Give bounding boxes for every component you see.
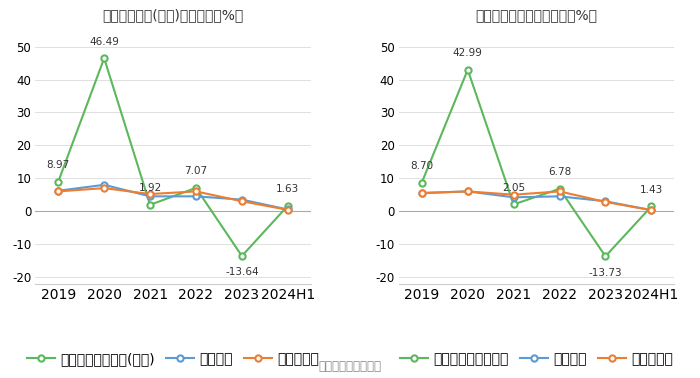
行业中位数 — [463, 189, 472, 194]
Text: 8.70: 8.70 — [410, 161, 433, 171]
Line: 公司净资产收益率(加权): 公司净资产收益率(加权) — [55, 55, 291, 259]
Line: 公司投入资本回报率: 公司投入资本回报率 — [419, 67, 654, 259]
行业均值 — [100, 183, 108, 187]
行业均值 — [555, 194, 564, 198]
行业均值 — [54, 189, 62, 193]
行业中位数 — [192, 189, 200, 194]
行业中位数 — [146, 192, 154, 196]
Legend: 公司投入资本回报率, 行业均值, 行业中位数: 公司投入资本回报率, 行业均值, 行业中位数 — [395, 346, 678, 371]
Text: 1.63: 1.63 — [276, 184, 300, 194]
行业均值 — [238, 197, 246, 202]
行业均值 — [463, 189, 472, 194]
公司投入资本回报率 — [648, 204, 656, 209]
Text: 1.43: 1.43 — [640, 185, 663, 195]
公司投入资本回报率 — [418, 180, 426, 185]
行业均值 — [418, 191, 426, 195]
行业中位数 — [100, 186, 108, 191]
行业中位数 — [510, 192, 518, 197]
行业中位数 — [238, 199, 246, 203]
Text: 6.78: 6.78 — [548, 167, 571, 177]
Line: 行业中位数: 行业中位数 — [419, 188, 654, 213]
公司净资产收益率(加权) — [146, 203, 154, 207]
公司投入资本回报率 — [463, 68, 472, 72]
Line: 行业均值: 行业均值 — [419, 188, 654, 213]
行业中位数 — [555, 189, 564, 194]
Text: 数据来源：恒生聚源: 数据来源：恒生聚源 — [318, 361, 382, 373]
行业均值 — [146, 194, 154, 198]
公司净资产收益率(加权) — [192, 186, 200, 190]
Text: 1.92: 1.92 — [139, 183, 162, 194]
Text: 7.07: 7.07 — [184, 166, 207, 177]
Title: 投入资本回报率历年情况（%）: 投入资本回报率历年情况（%） — [475, 8, 598, 22]
Text: 42.99: 42.99 — [453, 48, 483, 58]
行业均值 — [192, 194, 200, 198]
公司投入资本回报率 — [510, 202, 518, 207]
公司净资产收益率(加权) — [100, 56, 108, 60]
公司净资产收益率(加权) — [238, 254, 246, 258]
Line: 行业均值: 行业均值 — [55, 182, 291, 212]
行业均值 — [648, 208, 656, 212]
行业中位数 — [648, 208, 656, 212]
Title: 净资产收益率(加权)历年情况（%）: 净资产收益率(加权)历年情况（%） — [102, 8, 244, 22]
行业中位数 — [418, 191, 426, 195]
行业均值 — [284, 207, 292, 212]
行业中位数 — [284, 208, 292, 212]
公司投入资本回报率 — [601, 254, 610, 259]
行业均值 — [510, 195, 518, 200]
Text: 8.97: 8.97 — [47, 160, 70, 170]
Text: -13.73: -13.73 — [589, 268, 622, 278]
Text: -13.64: -13.64 — [225, 267, 259, 277]
公司净资产收益率(加权) — [54, 180, 62, 184]
公司投入资本回报率 — [555, 187, 564, 191]
行业中位数 — [601, 200, 610, 204]
Line: 行业中位数: 行业中位数 — [55, 185, 291, 213]
行业中位数 — [54, 189, 62, 194]
公司净资产收益率(加权) — [284, 203, 292, 208]
行业均值 — [601, 199, 610, 203]
Legend: 公司净资产收益率(加权), 行业均值, 行业中位数: 公司净资产收益率(加权), 行业均值, 行业中位数 — [22, 346, 325, 371]
Text: 46.49: 46.49 — [89, 37, 119, 47]
Text: 2.05: 2.05 — [502, 183, 525, 193]
